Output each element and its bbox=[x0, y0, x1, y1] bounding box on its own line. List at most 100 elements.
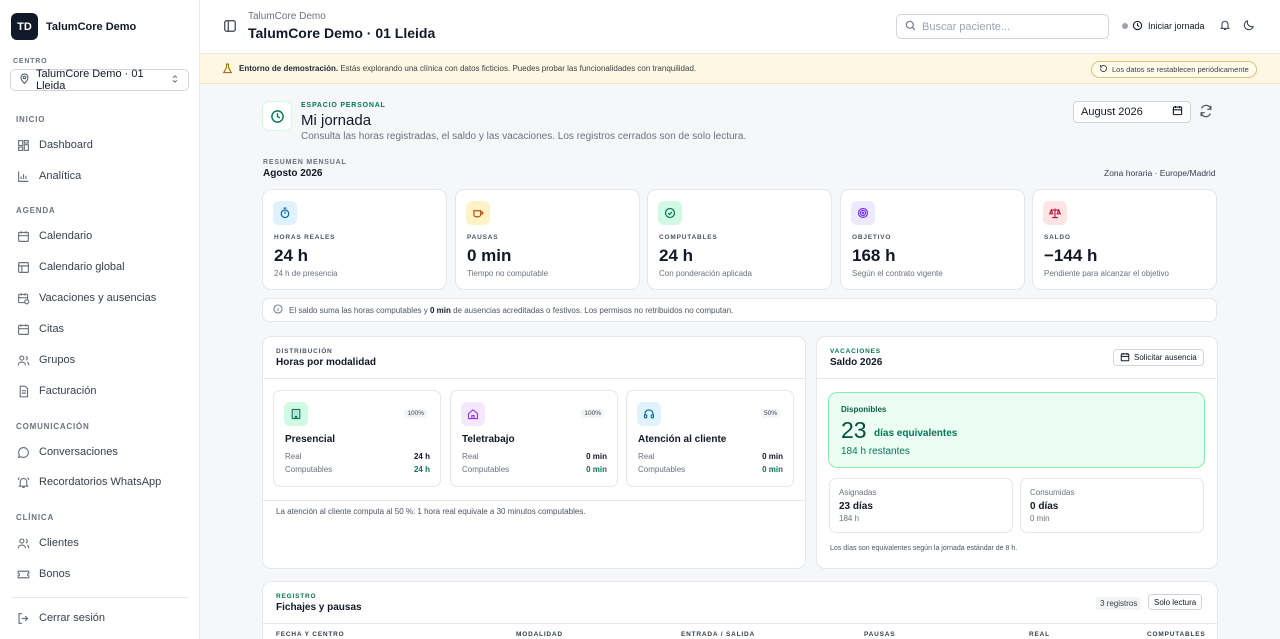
consumidas-hours: 0 min bbox=[1030, 514, 1050, 523]
status-dot bbox=[1122, 23, 1128, 29]
panel-divider bbox=[263, 623, 1217, 624]
resumen-title: Agosto 2026 bbox=[263, 168, 323, 179]
sidebar-item-label: Bonos bbox=[39, 568, 71, 580]
top-header: TalumCore Demo TalumCore Demo · 01 Lleid… bbox=[200, 0, 1280, 54]
sidebar-item-citas[interactable]: Citas bbox=[16, 319, 64, 339]
home-icon bbox=[461, 402, 485, 426]
search-input[interactable] bbox=[922, 20, 1100, 33]
sidebar-item-label: Calendario bbox=[39, 230, 93, 242]
table-icon bbox=[16, 260, 31, 275]
page-eyebrow: ESPACIO PERSONAL bbox=[301, 102, 386, 109]
comp-label: Computables bbox=[638, 465, 686, 474]
distribucion-footer: La atención al cliente computa al 50 %: … bbox=[276, 507, 586, 516]
iniciar-jornada-button[interactable]: Iniciar jornada bbox=[1132, 18, 1205, 34]
banner-bold: Entorno de demostración. bbox=[239, 64, 339, 73]
sidebar-item-label: Analítica bbox=[39, 170, 82, 182]
stat-label: COMPUTABLES bbox=[659, 234, 718, 241]
centro-select[interactable]: TalumCore Demo · 01 Lleida bbox=[10, 68, 189, 92]
stat-value: 0 min bbox=[467, 246, 512, 265]
nav-section-clinica: CLÍNICA bbox=[16, 513, 55, 522]
stat-card-objetivo: OBJETIVO 168 h Según el contrato vigente bbox=[840, 189, 1025, 290]
sidebar-item-label: Grupos bbox=[39, 354, 76, 366]
search-box[interactable] bbox=[896, 14, 1109, 39]
nav-section-inicio: INICIO bbox=[16, 115, 46, 124]
asignadas-hours: 184 h bbox=[839, 514, 860, 523]
calendar-icon bbox=[16, 322, 31, 337]
real-label: Real bbox=[285, 452, 302, 461]
banner-reset-pill: Los datos se restablecen periódicamente bbox=[1091, 61, 1257, 78]
column-header[interactable]: MODALIDAD bbox=[516, 631, 563, 638]
stat-hint: 24 h de presencia bbox=[274, 269, 338, 278]
column-header[interactable]: ENTRADA / SALIDA bbox=[681, 631, 755, 638]
registro-title: Fichajes y pausas bbox=[276, 602, 362, 613]
disponibles-number: 23 bbox=[841, 417, 867, 443]
sidebar-divider bbox=[12, 597, 188, 598]
stat-card-saldo: SALDO −144 h Pendiente para alcanzar el … bbox=[1032, 189, 1217, 290]
stat-card-horas-reales: HORAS REALES 24 h 24 h de presencia bbox=[262, 189, 447, 290]
registro-eyebrow: REGISTRO bbox=[276, 593, 317, 600]
location-pin-icon bbox=[19, 73, 30, 87]
stat-card-pausas: PAUSAS 0 min Tiempo no computable bbox=[455, 189, 640, 290]
demo-banner: Entorno de demostración. Estás explorand… bbox=[200, 54, 1280, 84]
modalidad-pct: 100% bbox=[581, 409, 604, 418]
banner-pill-label: Los datos se restablecen periódicamente bbox=[1112, 65, 1249, 74]
column-header[interactable]: COMPUTABLES bbox=[1147, 631, 1206, 638]
real-value: 0 min bbox=[586, 452, 607, 461]
page-title: TalumCore Demo · 01 Lleida bbox=[248, 25, 436, 41]
header-subtitle: TalumCore Demo bbox=[248, 11, 326, 22]
modalidad-card-atencion: 50% Atención al cliente Real 0 min Comput… bbox=[626, 390, 794, 487]
sidebar-item-analitica[interactable]: Analítica bbox=[16, 166, 81, 186]
modalidad-comp-row: Computables 24 h bbox=[285, 465, 430, 474]
column-header[interactable]: FECHA Y CENTRO bbox=[276, 631, 345, 638]
chat-icon bbox=[16, 445, 31, 460]
sidebar-item-conversaciones[interactable]: Conversaciones bbox=[16, 442, 118, 462]
sidebar-item-facturacion[interactable]: Facturación bbox=[16, 381, 96, 401]
flask-icon bbox=[222, 63, 233, 77]
refresh-icon[interactable] bbox=[1199, 104, 1213, 121]
note-bold: 0 min bbox=[429, 305, 451, 315]
search-icon bbox=[905, 20, 916, 34]
column-header[interactable]: PAUSAS bbox=[864, 631, 896, 638]
solicitar-ausencia-button[interactable]: Solicitar ausencia bbox=[1113, 349, 1204, 366]
moon-icon[interactable] bbox=[1243, 19, 1255, 34]
users-icon bbox=[16, 536, 31, 551]
stat-label: SALDO bbox=[1044, 234, 1071, 241]
headset-icon bbox=[637, 402, 661, 426]
vacaciones-footer: Los días son equivalentes según la jorna… bbox=[830, 545, 1018, 552]
sidebar-toggle-icon[interactable] bbox=[223, 19, 237, 33]
disponibles-card: Disponibles 23 días equivalentes 184 h r… bbox=[828, 392, 1205, 468]
sidebar-item-grupos[interactable]: Grupos bbox=[16, 350, 75, 370]
month-picker[interactable]: August 2026 bbox=[1073, 101, 1191, 123]
column-header[interactable]: REAL bbox=[1029, 631, 1050, 638]
sidebar-item-label: Vacaciones y ausencias bbox=[39, 292, 157, 304]
bell-ring-icon bbox=[16, 475, 31, 490]
bell-icon[interactable] bbox=[1219, 19, 1231, 34]
logout-button[interactable]: Cerrar sesión bbox=[16, 608, 105, 628]
target-icon bbox=[851, 201, 875, 225]
vacaciones-title: Saldo 2026 bbox=[830, 357, 883, 368]
ticket-icon bbox=[16, 567, 31, 582]
sidebar-item-vacaciones[interactable]: Vacaciones y ausencias bbox=[16, 288, 156, 308]
panel-divider bbox=[817, 378, 1217, 379]
sidebar-item-calendario-global[interactable]: Calendario global bbox=[16, 257, 125, 277]
brand[interactable]: TD TalumCore Demo bbox=[11, 13, 136, 40]
calendar-icon bbox=[16, 229, 31, 244]
stat-value: 24 h bbox=[274, 246, 309, 265]
solo-lectura-badge: Solo lectura bbox=[1148, 594, 1203, 610]
logout-label: Cerrar sesión bbox=[39, 612, 106, 624]
sidebar-item-clientes[interactable]: Clientes bbox=[16, 533, 79, 553]
panel-divider bbox=[263, 378, 805, 379]
sidebar-item-calendario[interactable]: Calendario bbox=[16, 226, 92, 246]
sidebar-item-recordatorios[interactable]: Recordatorios WhatsApp bbox=[16, 472, 161, 492]
modalidad-real-row: Real 0 min bbox=[638, 452, 783, 461]
restantes-label: 184 h restantes bbox=[841, 446, 910, 457]
scale-icon bbox=[1043, 201, 1067, 225]
sidebar-item-bonos[interactable]: Bonos bbox=[16, 564, 70, 584]
comp-label: Computables bbox=[285, 465, 333, 474]
resumen-eyebrow: RESUMEN MENSUAL bbox=[263, 159, 347, 166]
logout-icon bbox=[16, 611, 31, 626]
sidebar-item-dashboard[interactable]: Dashboard bbox=[16, 135, 93, 155]
stat-value: 24 h bbox=[659, 246, 694, 265]
stat-hint: Tiempo no computable bbox=[467, 269, 549, 278]
nav-section-agenda: AGENDA bbox=[16, 206, 56, 215]
